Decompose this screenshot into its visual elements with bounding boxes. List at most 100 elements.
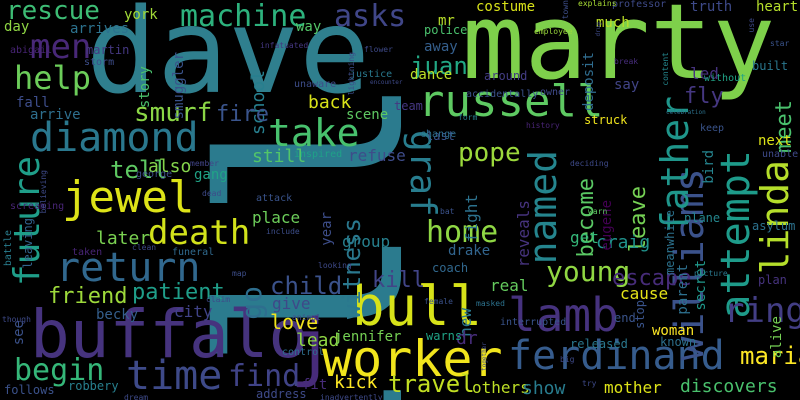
word-buffalo: buffalo (30, 296, 309, 373)
word-later: later (96, 228, 151, 249)
word-inspired: inspired (294, 149, 343, 160)
word-bull: bull (352, 275, 483, 338)
word-female: female (424, 297, 453, 306)
word-screaming: screaming (10, 201, 65, 212)
word-though: though (2, 315, 31, 324)
word-find: find (228, 359, 301, 394)
word-infatuated: infatuated (260, 41, 309, 50)
word-take: take (268, 111, 360, 155)
word-next: next (758, 133, 792, 149)
word-way: way (296, 19, 322, 35)
word-accidentally: accidentally (466, 89, 539, 100)
word-without: without (704, 73, 747, 84)
word-maria: maria (740, 342, 800, 370)
word-warn: warn (588, 207, 608, 216)
word-around: around (484, 69, 528, 83)
word-meanwhile: meanwhile (663, 210, 677, 276)
word-costume: costume (476, 0, 536, 15)
word-funeral: funeral (172, 247, 215, 258)
word-graf: graf (402, 130, 443, 217)
word-justice: justice (350, 69, 393, 80)
word-kill: kill (372, 268, 425, 293)
word-history: history (526, 121, 560, 130)
word-scene: scene (346, 107, 389, 123)
word-george: george (136, 169, 173, 180)
word-fire: fire (216, 102, 269, 127)
word-mother: mother (604, 378, 662, 397)
word-claim: claim (206, 295, 231, 304)
word-much: much (596, 15, 630, 31)
word-patient: patient (132, 280, 225, 305)
word-last: last (426, 129, 455, 143)
word-friend: friend (48, 284, 128, 309)
word-struck: struck (584, 113, 628, 127)
word-released: released (570, 337, 628, 351)
word-love: love (270, 310, 319, 334)
word-linda: linda (753, 160, 797, 275)
word-jewel: jewel (62, 172, 195, 223)
word-juan: juan (410, 52, 468, 80)
word-lamb: lamb (508, 288, 619, 342)
word-alive: alive (769, 316, 785, 359)
word-help: help (14, 59, 92, 97)
word-year: year (319, 212, 335, 246)
word-looking: looking (318, 261, 352, 270)
word-discovers: discovers (680, 376, 778, 397)
word-say: say (614, 77, 640, 93)
word-follows: follows (4, 383, 55, 397)
word-heart: heart (756, 0, 799, 15)
word-drug: drug (595, 22, 602, 37)
word-also: also (148, 156, 192, 177)
word-home: home (426, 215, 499, 250)
word-form: form (458, 113, 478, 122)
word-mr: mr (438, 13, 455, 29)
word-dr: dr (456, 328, 478, 349)
word-becky: becky (96, 307, 139, 323)
word-dead: dead (202, 189, 222, 198)
word-others: others (472, 378, 530, 397)
word-together: together (481, 342, 488, 371)
word-deciding: deciding (570, 159, 609, 168)
word-unable: unable (762, 149, 799, 160)
word-employee: employee (534, 27, 573, 36)
word-child: child (270, 272, 343, 300)
word-marty: marty (462, 0, 776, 103)
word-team: team (394, 99, 423, 113)
word-tell: tell (110, 156, 168, 184)
word-time: time (126, 353, 223, 399)
word-include: include (266, 227, 300, 236)
word-explains: explains (578, 0, 617, 8)
word-show: show (522, 378, 566, 399)
word-real: real (490, 276, 529, 295)
word-russell: russell (418, 76, 604, 127)
word-lead: lead (296, 330, 340, 351)
word-day: day (4, 19, 30, 35)
word-coach: coach (432, 261, 469, 275)
word-asks: asks (334, 0, 407, 34)
word-star: star (770, 39, 790, 48)
word-content: content (661, 52, 670, 86)
word-break: break (614, 57, 639, 66)
word-bird: bird (701, 150, 717, 184)
word-refuse: refuse (348, 146, 406, 165)
word-encounter: encounter (370, 79, 403, 86)
word-york: york (124, 7, 158, 23)
word-warns: warns (426, 329, 463, 343)
word-young: young (546, 255, 631, 288)
word-rescue: rescue (6, 0, 100, 26)
word-begin: begin (14, 353, 105, 388)
word-stop: stop (633, 300, 647, 329)
word-member: member (190, 159, 219, 168)
word-diamond: diamond (30, 115, 199, 161)
word-dance: dance (410, 67, 453, 83)
word-storm: storm (84, 57, 115, 68)
word-led: led (690, 64, 719, 83)
word-ferdinand: ferdinand (508, 333, 725, 379)
word-animal: animal (292, 313, 321, 322)
word-use: use (747, 18, 756, 33)
word-away: away (424, 39, 458, 55)
word-police: police (424, 23, 468, 37)
word-smurf: smurf (134, 98, 213, 128)
word-fly: fly (684, 84, 724, 109)
